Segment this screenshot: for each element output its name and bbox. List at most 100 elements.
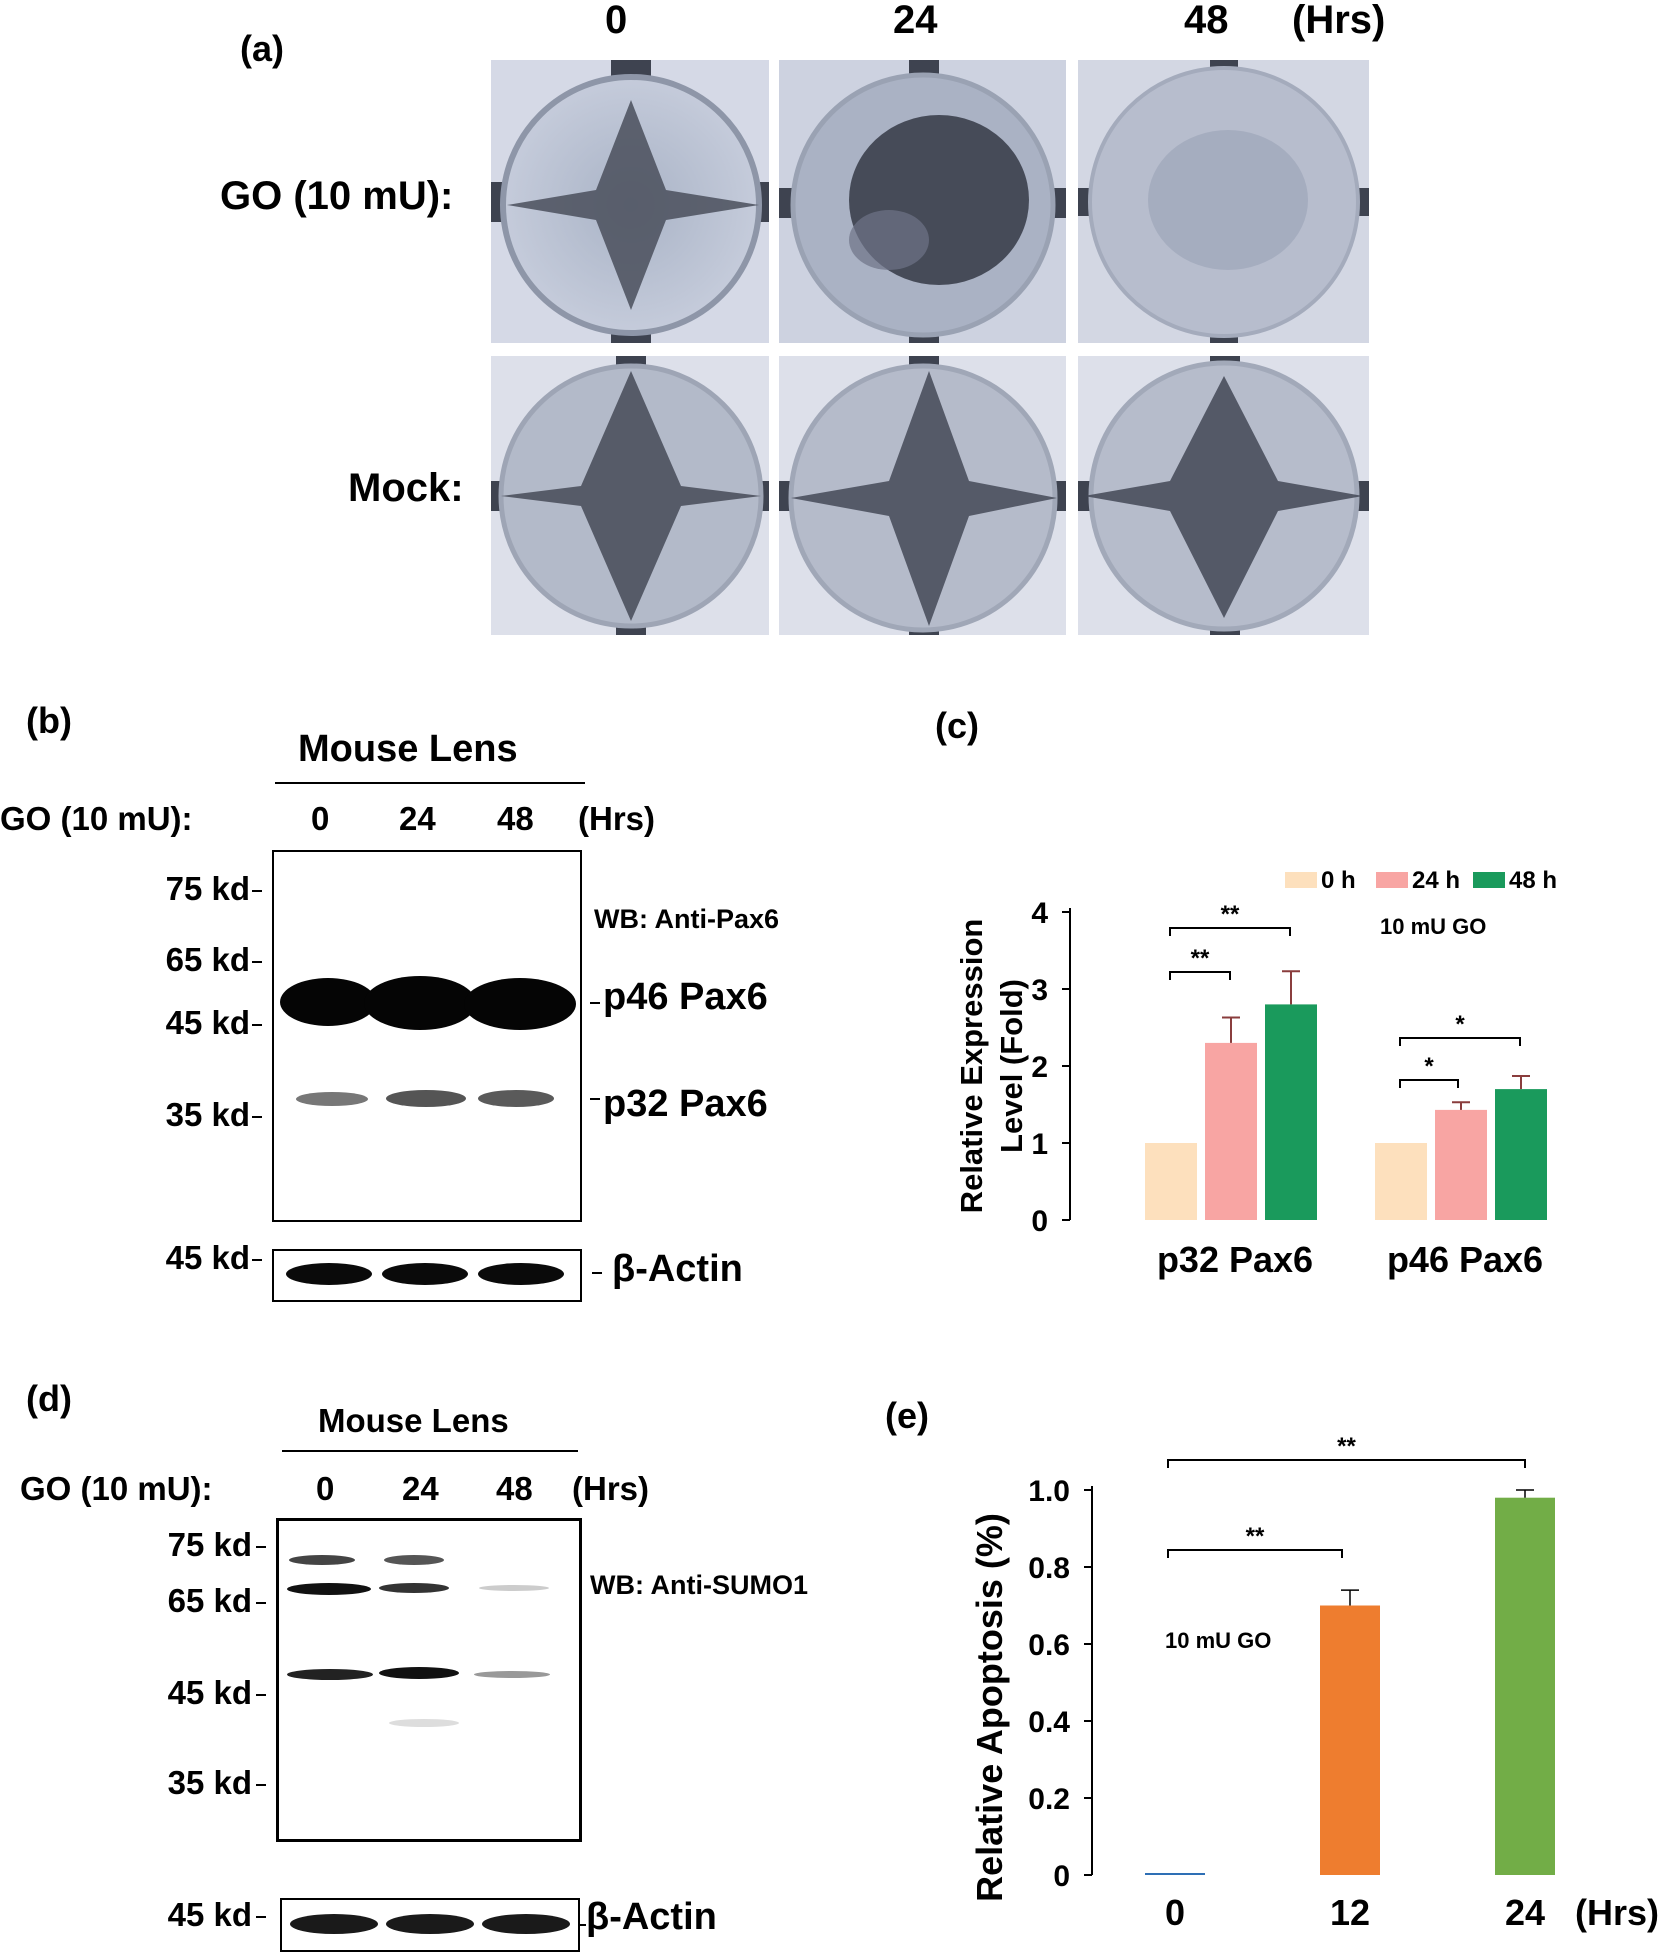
micrograph-mock-0h (491, 356, 769, 635)
e-x-unit: (Hrs) (1575, 1892, 1659, 1933)
panel-d-actin-label: β-Actin (586, 1896, 717, 1938)
panel-a-row-go: GO (10 mU): (220, 174, 454, 218)
c-bar-24h-0 (1205, 1042, 1257, 1220)
panel-a-row-mock: Mock: (348, 466, 464, 510)
c-sig-p46-48h-bracket (1399, 1037, 1521, 1046)
panel-b-marker-35: 35 kd (165, 1096, 250, 1133)
actin-d-lane-0 (290, 1914, 378, 1934)
panel-d-marker-75: 75 kd (167, 1526, 252, 1563)
sumo-48-lane-24 (379, 1667, 459, 1679)
e-y-tick-label: 0.6 (1028, 1629, 1070, 1662)
e-sig-12h-bracket (1167, 1549, 1343, 1558)
p32-band-label: p32 Pax6 (603, 1083, 768, 1125)
panel-d-wb-label: WB: Anti-SUMO1 (590, 1570, 808, 1600)
c-sig-p32-24h-label: ** (1191, 945, 1210, 972)
panel-b-title-underline (275, 782, 585, 784)
e-bar-0 (1145, 1873, 1205, 1875)
actin-d-lane-24 (386, 1914, 474, 1934)
panel-b-actin-blot (272, 1249, 582, 1302)
p32-band-lane-0 (296, 1092, 368, 1106)
micrograph-go-24h (779, 60, 1066, 343)
sumo-48-lane-0 (287, 1669, 373, 1680)
e-y-tick-label: 1.0 (1028, 1475, 1070, 1508)
c-sig-p46-24h-bracket (1399, 1079, 1459, 1088)
micrograph-go-48h (1078, 60, 1369, 343)
panel-a-label: (a) (240, 28, 284, 69)
c-x-category-label: p32 Pax6 (1157, 1239, 1313, 1280)
sumo-65-lane-24 (379, 1583, 449, 1593)
panel-b-actin-tick (252, 1259, 262, 1261)
p32-band-lane-48 (478, 1090, 554, 1107)
sumo-40-lane-24 (389, 1719, 459, 1727)
actin-b-lane-0 (286, 1263, 372, 1285)
c-x-category-label: p46 Pax6 (1387, 1239, 1543, 1280)
panel-b-tick-35 (252, 1116, 262, 1118)
actin-d-pointer (580, 1924, 586, 1926)
e-x-category-label: 24 (1505, 1892, 1545, 1933)
c-legend-label: 48 h (1509, 867, 1557, 894)
p32-pointer (590, 1098, 600, 1100)
p32-band-lane-24 (386, 1090, 466, 1107)
panel-b-label: (b) (26, 700, 72, 741)
c-sig-p46-24h-label: * (1424, 1053, 1434, 1080)
panel-c-chart: 0 1 2 3 4 Relative Expression Level (Fold) p32 … (954, 867, 1557, 1280)
panel-d-sumo1-blot (276, 1518, 582, 1842)
micrograph-mock-24h (779, 356, 1066, 635)
e-sig-24h-bracket (1167, 1459, 1526, 1468)
panel-b-tick-75 (252, 890, 262, 892)
c-bar-0h-0 (1145, 1143, 1197, 1220)
p46-band-label: p46 Pax6 (603, 976, 768, 1018)
panel-d-marker-35: 35 kd (167, 1764, 252, 1801)
panel-d-marker-65: 65 kd (167, 1582, 252, 1619)
c-y-label-line2: Level (Fold) (994, 979, 1029, 1153)
panel-b-actin-marker: 45 kd (165, 1239, 250, 1276)
e-sig-24h-label: ** (1337, 1433, 1356, 1460)
sumo-65-lane-48 (479, 1585, 549, 1591)
panel-d-title: Mouse Lens (318, 1402, 509, 1439)
panel-b-lane-24: 24 (399, 800, 436, 837)
panel-b-marker-65: 65 kd (165, 941, 250, 978)
panel-b-marker-75: 75 kd (165, 870, 250, 907)
c-sig-p32-48h-bracket (1169, 927, 1291, 936)
actin-b-lane-24 (382, 1263, 468, 1285)
c-y-tick-label: 4 (1031, 897, 1048, 930)
panel-b-wb-label: WB: Anti-Pax6 (594, 904, 780, 934)
actin-d-lane-48 (482, 1914, 570, 1934)
panel-b-marker-45: 45 kd (165, 1004, 250, 1041)
panel-d-actin-blot (280, 1898, 580, 1952)
panel-d-lane-24: 24 (402, 1470, 439, 1507)
e-bar-24 (1495, 1497, 1555, 1875)
c-annotation: 10 mU GO (1380, 914, 1486, 939)
panel-d-treatment-label: GO (10 mU): (20, 1470, 213, 1507)
c-y-tick-label: 2 (1031, 1051, 1048, 1084)
e-y-tick-label: 0.4 (1028, 1706, 1070, 1739)
panel-b-pax6-blot (272, 850, 582, 1222)
sumo-48-lane-48 (474, 1671, 550, 1678)
panel-d-time-unit: (Hrs) (572, 1470, 650, 1507)
c-bar-24h-1 (1435, 1109, 1487, 1220)
sumo-65-lane-0 (287, 1583, 371, 1595)
panel-d-tick-75 (256, 1546, 266, 1548)
panel-d-tick-65 (256, 1602, 266, 1604)
sumo-75-lane-0 (289, 1555, 355, 1565)
e-x-category-label: 0 (1165, 1892, 1185, 1933)
c-bar-48h-1 (1495, 1089, 1547, 1220)
e-y-tick-label: 0.8 (1028, 1552, 1070, 1585)
panel-d-actin-tick (256, 1916, 266, 1918)
c-y-tick-label: 0 (1031, 1205, 1048, 1238)
panel-a-time-48: 48 (1184, 0, 1229, 42)
e-x-category-label: 12 (1330, 1892, 1370, 1933)
panel-e-chart: 0 0.2 0.4 0.6 0.8 1.0 Relative Apoptosis (%) 0 1… (969, 1433, 1659, 1933)
panel-b-time-unit: (Hrs) (578, 800, 656, 837)
c-y-tick-label: 3 (1031, 974, 1048, 1007)
p46-band-lane-24 (364, 976, 476, 1030)
e-annotation: 10 mU GO (1165, 1628, 1271, 1653)
panel-c-label: (c) (935, 705, 979, 746)
panel-b-lane-48: 48 (497, 800, 534, 837)
e-y-tick-label: 0 (1053, 1860, 1070, 1893)
panel-d-marker-45: 45 kd (167, 1674, 252, 1711)
c-bar-0h-1 (1375, 1143, 1427, 1220)
e-sig-12h-label: ** (1246, 1523, 1265, 1550)
panel-d-label: (d) (26, 1378, 72, 1419)
c-y-label-line1: Relative Expression (954, 919, 989, 1214)
